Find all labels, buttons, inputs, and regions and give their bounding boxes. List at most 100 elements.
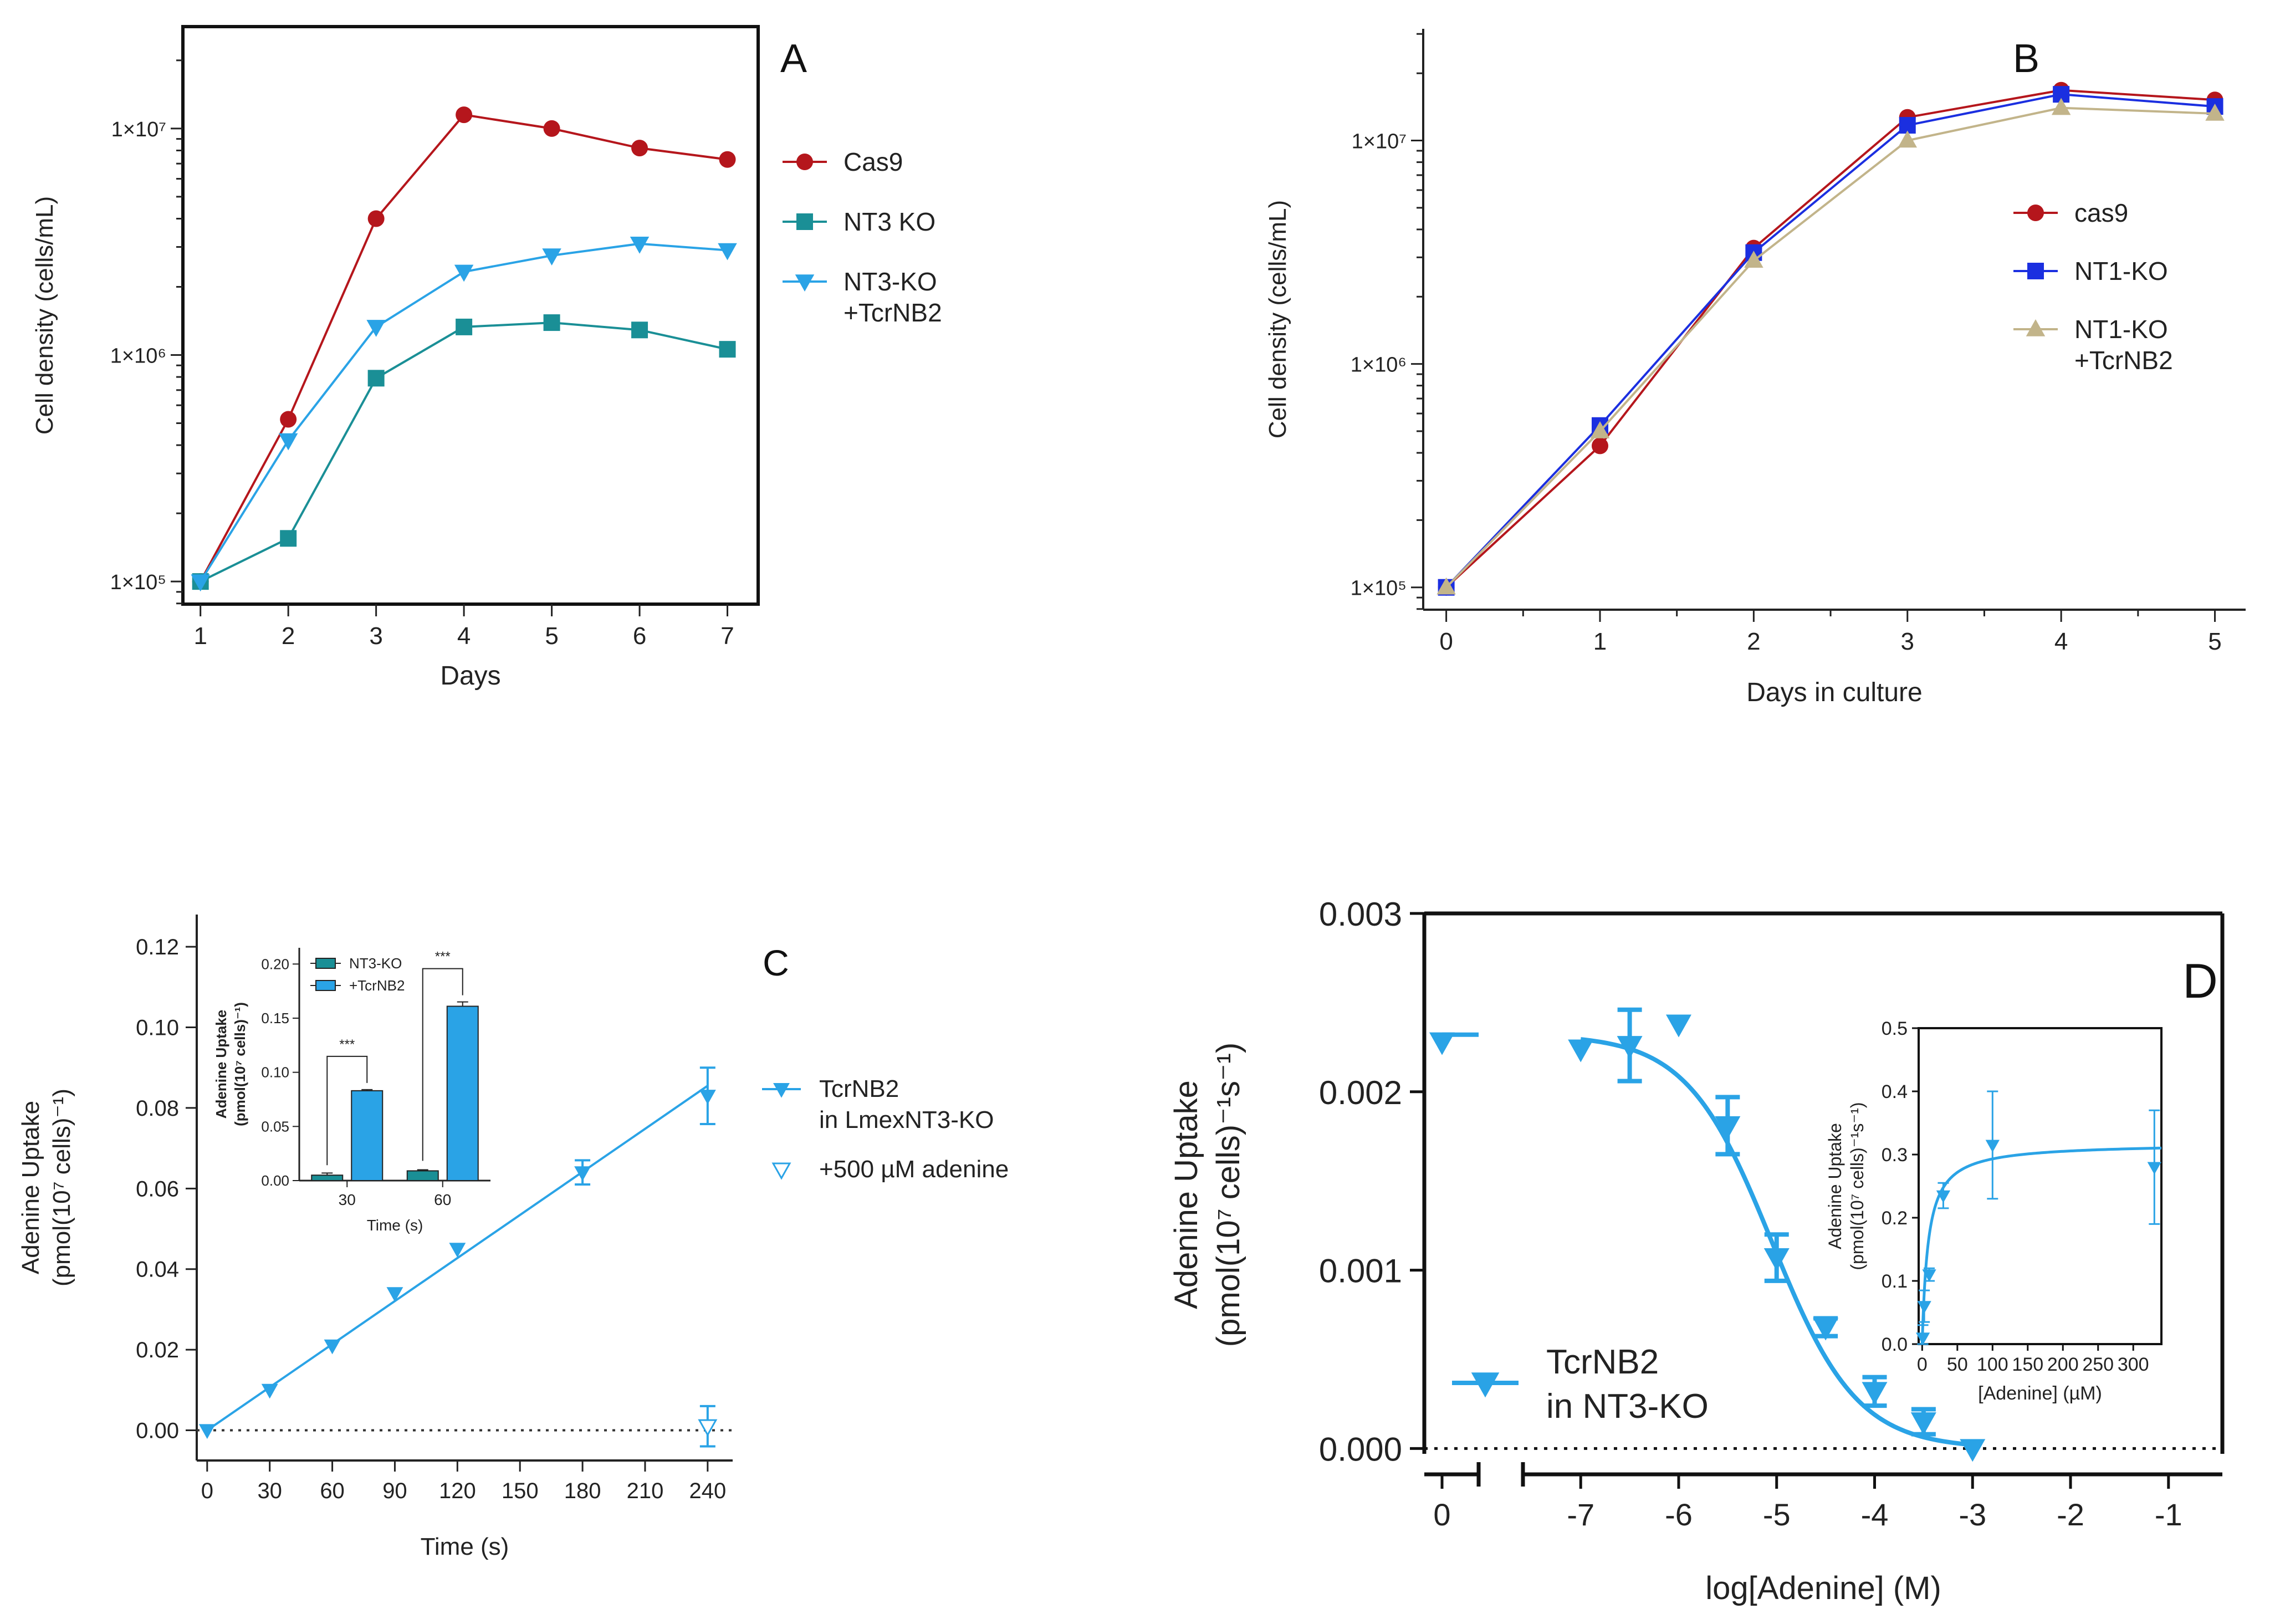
x-tick-label: 150 [502,1479,539,1503]
data-point [630,236,650,254]
y-tick-label: 0.00 [136,1418,179,1443]
x-tick-label: -2 [2057,1497,2084,1532]
data-point [1715,1116,1741,1139]
data-point [366,320,386,337]
x-tick-label: 1 [193,622,207,650]
data-point [198,1424,216,1439]
inset-x-tick-label: 50 [1947,1354,1968,1375]
inset-y-tick-label: 0.15 [261,1010,289,1027]
inset-x-tick-label: 300 [2118,1354,2149,1375]
legend-label: NT3-KO [844,267,937,296]
inset-y-tick-label: 0.05 [261,1118,289,1135]
data-point [1591,437,1608,454]
y-tick-label: 1×10⁵ [110,571,166,594]
y-axis-title: (pmol(10⁷ cells)⁻¹) [48,1089,75,1286]
x-tick-label: -3 [1959,1497,1986,1532]
x-tick-label: 6 [633,622,646,650]
y-tick-label: 0.003 [1319,896,1402,933]
data-point [456,106,473,124]
data-point [280,411,297,428]
y-tick-label: 0.001 [1319,1253,1402,1290]
data-point [1665,1014,1691,1038]
data-point [698,1419,718,1437]
x-tick-label: 180 [564,1479,601,1503]
inset-x-axis-title: Time (s) [367,1217,423,1234]
x-tick-label: 120 [439,1479,476,1503]
data-point [1910,1412,1936,1436]
data-point [1862,1382,1888,1405]
y-axis-title: (pmol(10⁷ cells)⁻¹s⁻¹) [1210,1043,1246,1347]
legend-label: cas9 [2074,198,2128,227]
data-point [631,321,648,339]
series-line [1445,93,2215,589]
data-point [1763,1248,1790,1271]
series-line [1445,89,2215,589]
data-point [719,151,736,168]
y-tick-label: 0.08 [136,1096,179,1121]
legend-marker [796,213,813,230]
significance-bracket [326,1055,368,1166]
fit-line [206,1085,708,1432]
inset-x-tick-label: 250 [2082,1354,2114,1375]
y-axis-title: Cell density (cells/mL) [31,196,58,435]
x-tick-label: 240 [689,1479,726,1503]
inset-bar [351,1090,384,1182]
legend-label: TcrNB2 [1546,1343,1659,1381]
data-point [1898,130,1918,148]
y-tick-label: 0.04 [136,1258,179,1282]
data-point [699,1090,716,1105]
legend-label: NT1-KO [2074,315,2168,344]
data-point [191,574,210,592]
inset-bar [311,1174,344,1182]
inset-x-tick-label: 60 [434,1191,451,1208]
data-point [543,120,560,137]
inset-y-axis-title: (pmol(10⁷ cells)⁻¹s⁻¹) [1847,1102,1867,1270]
inset-bar [406,1170,439,1182]
legend-label: Cas9 [844,147,903,176]
inset-y-axis-title: Adenine Uptake [213,1010,229,1119]
legend-marker [771,1162,791,1180]
data-point [1813,1317,1839,1341]
x-tick-label: 30 [257,1479,282,1503]
y-axis-title: Adenine Uptake [1168,1080,1204,1309]
inset-data-point [1922,1269,1936,1282]
inset-data-point [1936,1190,1951,1203]
data-point [324,1339,341,1355]
legend-label: +500 µM adenine [819,1156,1009,1183]
x-tick-label: 3 [1901,628,1914,655]
data-point [631,140,648,157]
panel-c-adenine-uptake-time: 0.00 0.02 0.04 0.06 0.08 0.10 0.12 0 30 60 90 120 15… [17,915,1009,1560]
legend-label: NT3 KO [844,207,935,236]
y-tick-label: 1×10⁷ [111,118,166,141]
plot-frame [181,25,760,606]
significance-bracket [422,968,463,1161]
inset-y-tick-label: 0.10 [261,1064,289,1081]
inset-y-tick-label: 0.2 [1882,1208,1908,1229]
data-point [1436,577,1456,595]
inset-x-tick-label: 200 [2047,1354,2079,1375]
y-tick-label: 0.000 [1319,1431,1402,1468]
data-point [1590,421,1610,438]
x-tick-label: -6 [1665,1497,1693,1532]
data-point [1960,1439,1986,1462]
legend-label: TcrNB2 [819,1075,899,1102]
x-tick-label: -7 [1567,1497,1594,1532]
y-tick-label: 0.10 [136,1016,179,1040]
x-tick-label: 4 [457,622,471,650]
inset-y-tick-label: 0.4 [1882,1081,1908,1102]
panel-a-growth-nt3: 1×10⁵ 1×10⁶ 1×10⁷ 1 2 3 4 5 6 7 Days Cell density (… [31,25,942,691]
x-tick-label: -4 [1861,1497,1889,1532]
legend-label: in NT3-KO [1546,1387,1709,1426]
significance-label: *** [435,949,451,964]
data-point [456,318,473,335]
inset-bar [446,1005,479,1182]
inset-x-tick-label: 30 [339,1191,356,1208]
data-point [542,248,561,265]
x-tick-label: 5 [2208,628,2221,655]
inset-y-axis-title: (pmol(10⁷ cells)⁻¹) [232,1002,248,1126]
inset-y-tick-label: 0.5 [1882,1018,1908,1039]
x-tick-label: 5 [545,622,558,650]
x-tick-label: -1 [2155,1497,2182,1532]
data-point [367,210,385,227]
